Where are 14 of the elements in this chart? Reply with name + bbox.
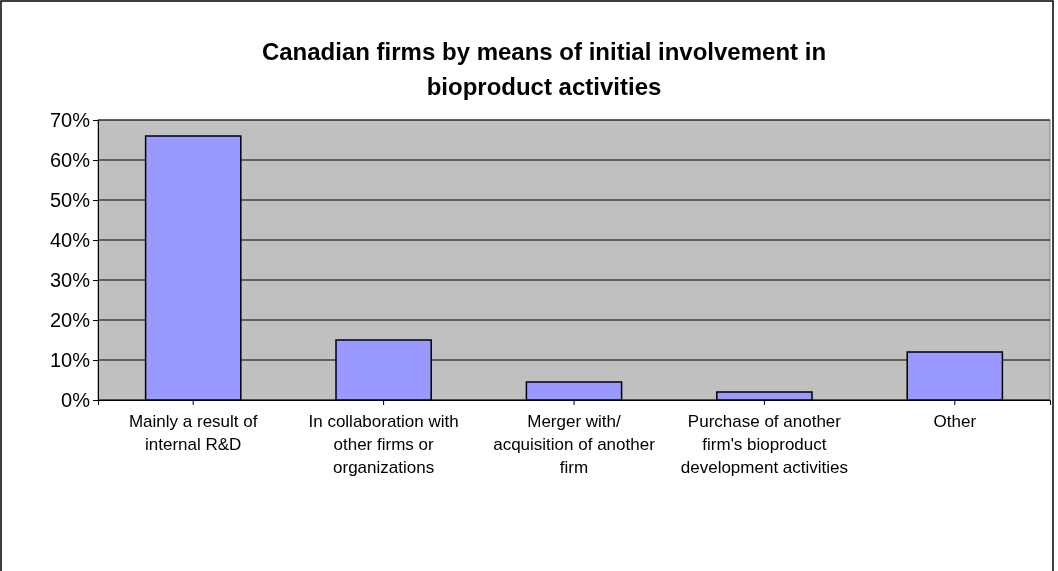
y-tick-label: 40% [49,228,91,251]
x-tick-label: In collaboration with other firms or organizations [308,411,459,477]
y-tick-label: 60% [49,148,91,171]
x-tick-label: Other [933,411,977,431]
y-tick-label: 0% [61,388,91,411]
y-tick-label: 20% [49,308,91,331]
y-tick-label: 50% [49,188,91,211]
chart-title: Canadian firms by means of initial involvement in bioproduct activities [261,38,827,100]
x-tick-label: Purchase of another firm's bioproduct development activities [680,411,849,477]
x-tick-label: Merger with/ acquisition of another firm [493,411,656,477]
y-tick-label: 10% [49,348,91,371]
y-tick-label: 70% [49,108,91,131]
y-tick-label: 30% [49,268,91,291]
x-tick-label: Mainly a result of internal R&D [128,411,258,454]
